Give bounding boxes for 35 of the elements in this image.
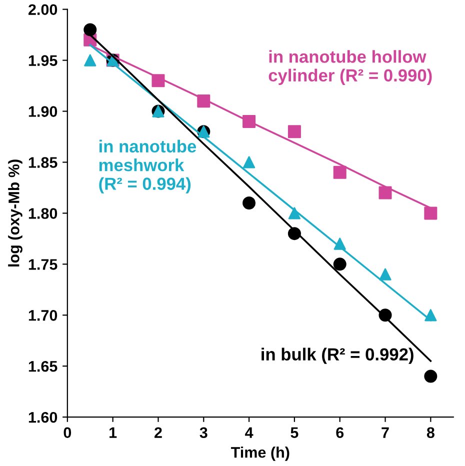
x-tick-label: 2 (154, 427, 162, 438)
point (333, 166, 346, 179)
x-tick-label: 4 (245, 427, 254, 438)
point (242, 196, 256, 210)
x-axis-title: Time (h) (231, 446, 290, 461)
point (379, 268, 392, 280)
y-tick-label: 1.90 (28, 106, 58, 117)
point (84, 54, 96, 66)
y-tick-label: 1.75 (28, 259, 58, 270)
point (288, 207, 301, 220)
point (84, 23, 97, 36)
x-tick-label: 1 (110, 427, 117, 438)
x-tick-label: 5 (290, 427, 298, 438)
y-tick-label: 1.70 (28, 310, 58, 321)
series-label: in nanotube meshwork (R² = 0.994) (99, 140, 196, 194)
point (378, 186, 392, 200)
point (333, 258, 346, 271)
x-tick-label: 8 (426, 427, 434, 438)
x-tick-label: 0 (64, 427, 72, 438)
point (288, 125, 301, 138)
x-tick-label: 6 (336, 427, 344, 438)
series-label: in bulk (R² = 0.992) (262, 348, 414, 364)
y-axis-title: log (oxy-Mb %) (8, 160, 22, 266)
point (424, 206, 438, 220)
y-tick-label: 1.65 (28, 360, 58, 372)
point (424, 370, 438, 383)
series-label: in nanotube hollow cylinder (R² = 0.990) (268, 50, 432, 85)
y-tick-label: 1.60 (28, 412, 58, 423)
y-tick-label: 2.00 (28, 4, 58, 16)
y-tick-label: 1.85 (28, 157, 58, 168)
x-tick-label: 3 (200, 427, 208, 438)
x-tick-label: 7 (382, 427, 389, 438)
point (242, 156, 256, 168)
y-tick-label: 1.95 (28, 55, 58, 66)
y-tick-label: 1.80 (28, 208, 58, 219)
